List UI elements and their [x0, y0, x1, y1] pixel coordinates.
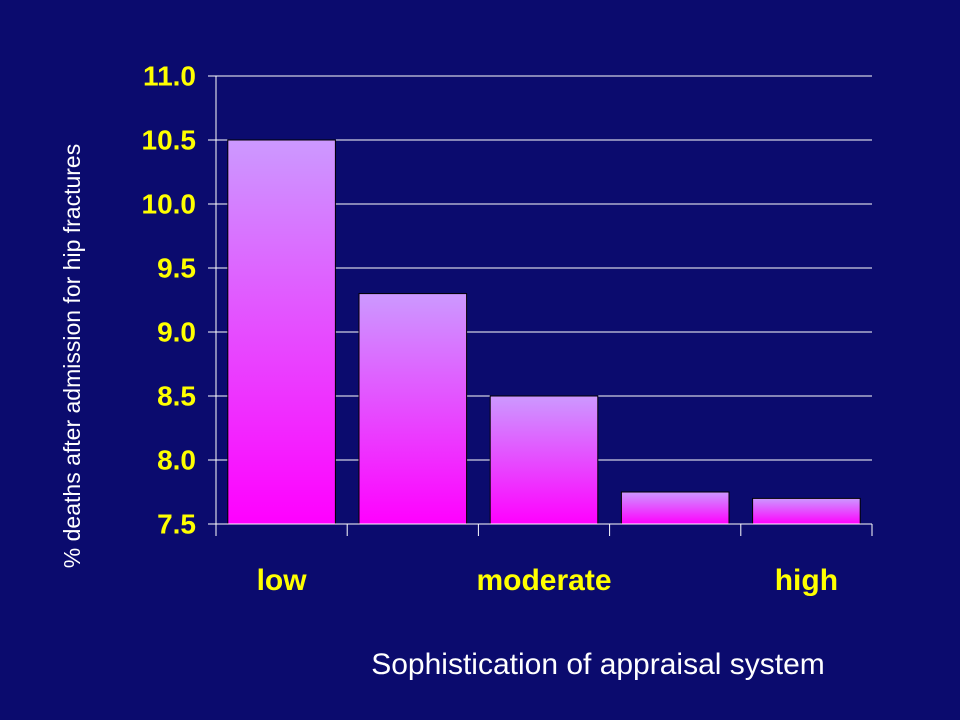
x-axis-label: Sophistication of appraisal system: [371, 648, 825, 681]
bar: [227, 139, 336, 525]
x-category-label: moderate: [476, 564, 611, 597]
y-tick-label: 9.5: [157, 252, 196, 283]
bar: [752, 497, 861, 525]
y-tick-label: 7.5: [157, 508, 196, 539]
x-category-label: low: [257, 564, 308, 597]
bars: [227, 139, 861, 525]
y-tick-label: 10.5: [142, 124, 197, 155]
x-category-labels: low moderate high: [257, 564, 838, 597]
y-tick-label: 8.5: [157, 380, 196, 411]
bar: [489, 395, 599, 525]
y-tick-label: 11.0: [143, 60, 196, 91]
bar: [620, 491, 730, 525]
y-tick-label: 8.0: [157, 444, 196, 475]
y-tick-label: 10.0: [142, 188, 197, 219]
bar: [358, 293, 468, 525]
y-axis-label: % deaths after admission for hip fractur…: [59, 144, 85, 568]
x-category-label: high: [775, 564, 838, 597]
y-tick-labels: 7.5 8.0 8.5 9.0 9.5 10.0 10.5 11.0: [142, 60, 197, 539]
y-tick-label: 9.0: [157, 316, 196, 347]
axes: [208, 75, 873, 536]
